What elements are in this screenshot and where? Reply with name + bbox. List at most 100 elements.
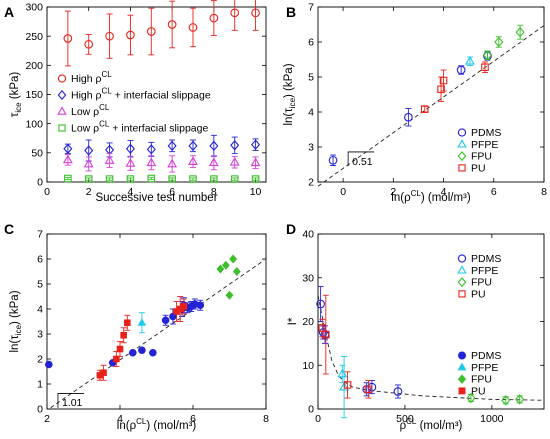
legend-marker xyxy=(457,265,467,274)
x-tick-label: 8 xyxy=(211,186,217,198)
y-tick-label: 20 xyxy=(302,316,314,328)
data-point xyxy=(316,299,325,309)
panel-c-x-axis-label: ln(ρCL​) (mol/m³) xyxy=(117,417,197,432)
data-point xyxy=(230,140,240,151)
data-point xyxy=(322,330,330,339)
legend-label: PDMS xyxy=(471,350,501,362)
panel-b-x-axis-label: ln(ρCL​) (mol/m³) xyxy=(391,189,471,204)
x-tick-label: 8 xyxy=(263,413,269,425)
data-point xyxy=(126,30,135,40)
series-fpu xyxy=(216,254,241,300)
y-tick-label: 50 xyxy=(31,147,43,159)
data-point xyxy=(113,355,120,363)
panel-b-y-axis-label-part: ln(τ xyxy=(283,108,295,126)
panel-a-y-axis-label-sub: ice xyxy=(14,102,23,113)
data-point xyxy=(188,23,198,32)
y-tick-label: 7 xyxy=(37,229,43,241)
data-point xyxy=(481,63,489,71)
y-tick-label: 5 xyxy=(308,72,314,84)
legend-marker xyxy=(57,74,67,83)
legend-label: PU xyxy=(471,288,486,300)
data-point xyxy=(161,316,170,325)
x-tick-label: 0 xyxy=(340,186,346,198)
legend-label: FPU xyxy=(471,151,492,163)
y-tick-label: 6 xyxy=(37,254,43,266)
data-point xyxy=(138,346,146,355)
data-point xyxy=(45,360,53,369)
legend-label-sup: CL xyxy=(102,87,113,96)
panel-label-b: B xyxy=(286,4,296,20)
x-tick-label: 4 xyxy=(117,413,123,425)
legend-label-sup: CL xyxy=(102,70,113,79)
data-point xyxy=(63,143,73,154)
data-point xyxy=(189,175,197,183)
data-point xyxy=(124,319,131,327)
data-point xyxy=(188,140,198,152)
panel-a-y-axis-label-part: τ xyxy=(9,112,21,117)
legend-marker xyxy=(458,290,466,298)
data-point xyxy=(250,157,261,167)
data-point xyxy=(137,318,147,326)
y-tick-label: 6 xyxy=(308,37,314,49)
slope-annotation: 0.51 xyxy=(352,156,373,168)
panel-label-a: A xyxy=(4,4,14,20)
data-point xyxy=(393,387,403,396)
panel-a-x-axis-label-part: Successive test number xyxy=(95,192,217,204)
data-point xyxy=(404,112,413,122)
y-tick-label: 2 xyxy=(37,354,43,366)
data-point xyxy=(456,65,466,75)
legend-marker xyxy=(457,128,467,137)
data-point xyxy=(168,175,176,183)
legend-label-part: PFPE xyxy=(471,362,498,374)
panel-b-y-axis-label-sub: ice xyxy=(288,97,297,108)
legend-label: FPU xyxy=(471,374,492,386)
data-point xyxy=(125,158,136,167)
data-point xyxy=(362,384,372,394)
series-high-cl xyxy=(63,0,260,67)
y-tick-label: 150 xyxy=(25,89,43,101)
panel-b-y-axis-label-part: ) (kPa) xyxy=(283,63,295,98)
data-point xyxy=(230,175,239,183)
fit-line xyxy=(50,259,265,409)
legend-label-sup: CL xyxy=(99,103,110,112)
x-tick-label: 10 xyxy=(250,186,262,198)
y-tick-label: 4 xyxy=(308,107,314,119)
panel-b-x-axis-label-part: ) (mol/m³) xyxy=(421,192,471,204)
data-point xyxy=(180,303,188,310)
panel-b-frame xyxy=(317,6,545,183)
series-low-cl-interfacial-slippage xyxy=(64,174,260,183)
legend-label-part: PDMS xyxy=(471,127,501,139)
data-point xyxy=(84,175,93,183)
panel-d-frame xyxy=(317,233,545,410)
panel-c-y-axis-label: ln(τice​) (kPa) xyxy=(9,290,23,352)
series-pfpe xyxy=(464,55,475,66)
y-tick-label: 30 xyxy=(302,272,314,284)
data-point xyxy=(120,331,127,339)
data-point xyxy=(364,385,373,394)
series-pdms xyxy=(45,297,205,369)
data-point xyxy=(84,145,94,156)
panel-b-x-axis-label-sup: CL xyxy=(411,189,422,198)
y-tick-label: 5 xyxy=(37,279,43,291)
series-low-cl xyxy=(62,152,261,173)
data-point xyxy=(232,266,241,277)
data-point xyxy=(464,55,475,65)
x-tick-label: 4 xyxy=(128,186,134,198)
data-point xyxy=(209,13,219,23)
legend-label-part: PDMS xyxy=(471,350,501,362)
x-tick-label: 2 xyxy=(44,413,50,425)
panel-a-y-axis-label: τice​ (kPa) xyxy=(9,72,23,118)
legend-label-part: Low ρ xyxy=(71,106,99,118)
fit-line xyxy=(317,295,545,401)
data-point xyxy=(515,26,525,38)
data-point xyxy=(466,392,476,404)
data-point xyxy=(515,394,525,405)
panel-c-y-axis-label-part: ln(τ xyxy=(9,335,21,353)
x-tick-label: 0 xyxy=(44,186,50,198)
series-pfpe xyxy=(137,312,147,334)
data-point xyxy=(105,175,114,183)
data-point xyxy=(167,20,177,29)
panel-b-y-axis-label: ln(τice​) (kPa) xyxy=(283,63,297,125)
legend-label-part: High ρ xyxy=(71,90,102,102)
